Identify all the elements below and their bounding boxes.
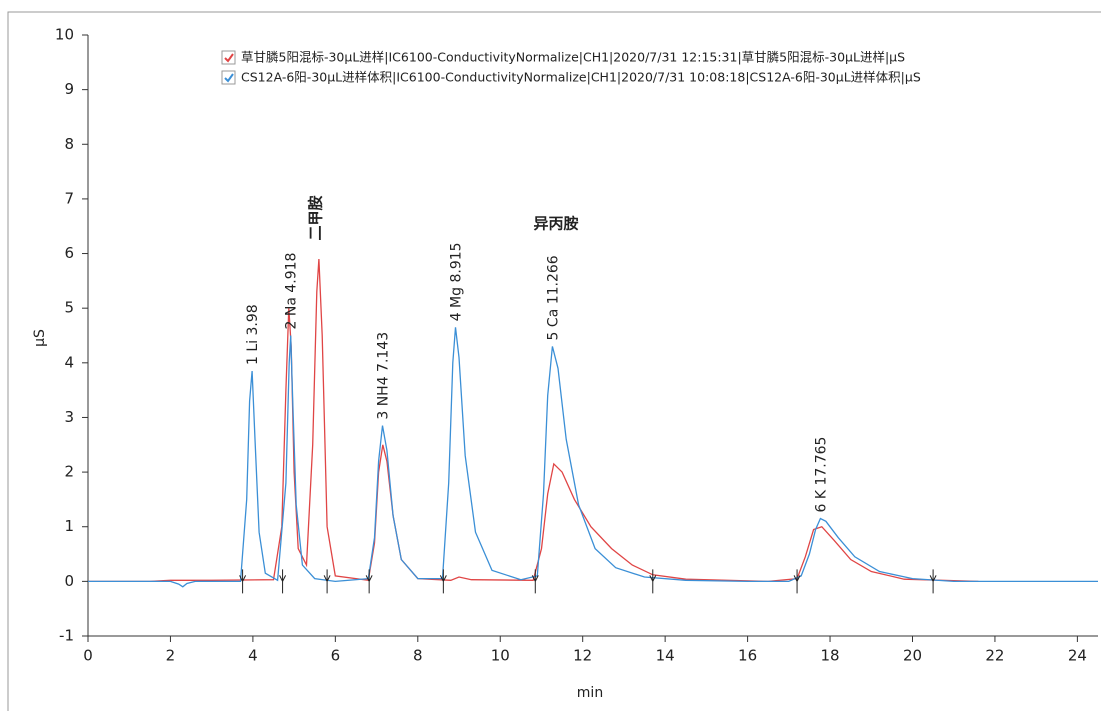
legend-check (224, 53, 234, 63)
integration-mark (323, 569, 331, 594)
integration-mark (279, 569, 287, 594)
legend-check (224, 73, 234, 83)
y-tick-label: 3 (64, 408, 74, 426)
compound-label: 异丙胺 (533, 215, 578, 233)
integration-mark (365, 569, 373, 594)
x-tick-label: 10 (491, 647, 510, 665)
x-tick-label: 2 (166, 647, 176, 665)
y-tick-label: 0 (64, 572, 74, 590)
legend-label: CS12A-6阳-30µL进样体积|IC6100-ConductivityNor… (241, 70, 921, 85)
x-tick-label: 16 (738, 647, 757, 665)
y-tick-label: 1 (64, 517, 74, 535)
x-tick-label: 24 (1068, 647, 1087, 665)
series-line (88, 327, 1098, 588)
peak-label: 3 NH4 7.143 (375, 332, 391, 420)
peak-label: 2 Na 4.918 (284, 253, 300, 330)
y-tick-label: 6 (64, 244, 74, 262)
integration-mark (649, 569, 657, 594)
y-tick-label: 2 (64, 463, 74, 481)
x-tick-label: 0 (83, 647, 93, 665)
y-tick-label: -1 (59, 627, 74, 645)
peak-label: 5 Ca 11.266 (545, 255, 561, 340)
integration-mark (239, 569, 247, 594)
y-axis-label: µS (32, 329, 48, 347)
legend-checkbox (221, 70, 236, 85)
integration-mark (929, 569, 937, 594)
x-tick-label: 8 (413, 647, 423, 665)
compound-label: 二甲胺 (307, 195, 325, 240)
legend-checkbox (221, 50, 236, 65)
integration-mark (439, 569, 447, 594)
x-tick-label: 12 (573, 647, 592, 665)
x-tick-label: 14 (656, 647, 675, 665)
integration-mark (531, 569, 539, 594)
y-tick-label: 5 (64, 299, 74, 317)
x-tick-label: 6 (331, 647, 341, 665)
x-tick-label: 18 (820, 647, 839, 665)
peak-label: 1 Li 3.98 (245, 304, 261, 365)
frame (7, 11, 1101, 711)
x-tick-label: 20 (903, 647, 922, 665)
y-tick-label: 8 (64, 135, 74, 153)
y-tick-label: 7 (64, 189, 74, 207)
series-line (88, 258, 979, 583)
x-tick-label: 4 (248, 647, 258, 665)
peak-label: 4 Mg 8.915 (449, 242, 465, 321)
peak-label: 6 K 17.765 (813, 437, 829, 513)
y-tick-label: 10 (55, 26, 74, 44)
y-tick-label: 4 (64, 353, 74, 371)
legend-label: 草甘膦5阳混标-30µL进样|IC6100-ConductivityNormal… (241, 50, 905, 65)
x-axis-label: min (577, 685, 603, 701)
y-tick-label: 9 (64, 80, 74, 98)
integration-mark (793, 569, 801, 594)
x-tick-label: 22 (985, 647, 1004, 665)
